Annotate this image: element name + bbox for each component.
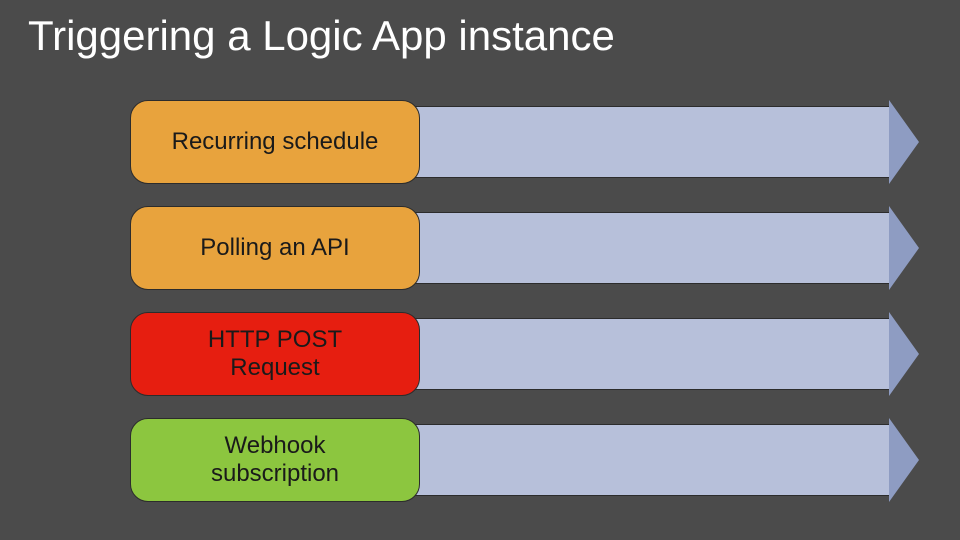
trigger-row: HTTP POST Request <box>130 312 910 396</box>
arrow-head-icon <box>889 312 919 396</box>
arrow-head-icon <box>889 100 919 184</box>
arrow-head-icon <box>889 206 919 290</box>
slide-title: Triggering a Logic App instance <box>28 12 615 60</box>
trigger-pill: Polling an API <box>130 206 420 290</box>
trigger-pill: HTTP POST Request <box>130 312 420 396</box>
trigger-rows: Recurring schedule Polling an API HTTP POS… <box>130 100 910 524</box>
arrow-head-icon <box>889 418 919 502</box>
trigger-pill: Recurring schedule <box>130 100 420 184</box>
trigger-row: Polling an API <box>130 206 910 290</box>
slide: Triggering a Logic App instance Recurrin… <box>0 0 960 540</box>
trigger-row: Recurring schedule <box>130 100 910 184</box>
trigger-pill: Webhook subscription <box>130 418 420 502</box>
trigger-row: Webhook subscription <box>130 418 910 502</box>
